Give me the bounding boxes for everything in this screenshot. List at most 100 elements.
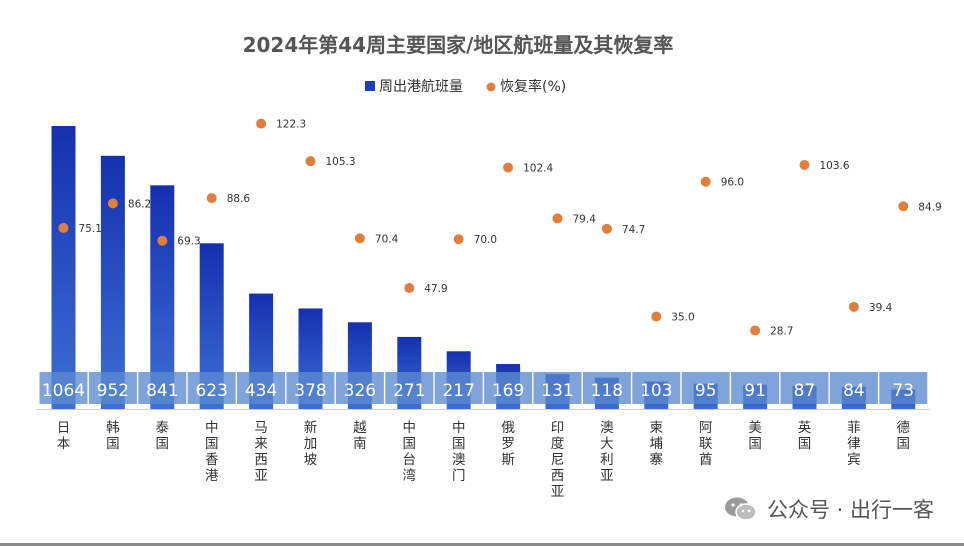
wechat-icon <box>724 497 757 521</box>
x-axis-labels: 日本 韩国 泰国 中国香港 马来西亚 新加坡 越南 中国台湾 中国澳门 俄罗斯 印度尼西亚 澳大利亚 柬… <box>57 419 910 500</box>
bar-value-box <box>829 372 878 404</box>
bar-value-box <box>681 372 730 404</box>
recovery-value-label: 39.4 <box>869 302 893 314</box>
recovery-series: 75.1 86.2 69.3 88.6 122.3 105.3 70.4 47.9 70.0 10… <box>58 118 942 337</box>
recovery-value-label: 75.1 <box>79 223 102 235</box>
bar-value-box <box>138 372 187 404</box>
watermark-text: 公众号 · 出行一客 <box>766 498 934 522</box>
x-tick-label: 越南 <box>353 420 367 452</box>
legend: 周出港航班量 恢复率(%) <box>365 78 566 95</box>
recovery-value-label: 70.4 <box>375 233 399 245</box>
bar-value-box <box>187 372 236 404</box>
recovery-value-label: 102.4 <box>523 163 553 175</box>
recovery-point <box>305 156 316 167</box>
bar-value-label: 73 <box>892 381 914 401</box>
bar-value-label: 1064 <box>42 381 85 401</box>
bar-value-label: 378 <box>294 381 326 401</box>
x-tick-label: 新加坡 <box>304 420 318 468</box>
recovery-point <box>700 176 711 187</box>
bar-value-label: 169 <box>492 381 524 401</box>
recovery-point <box>848 301 859 312</box>
recovery-value-label: 28.7 <box>770 325 793 337</box>
bar-value-label: 271 <box>393 381 425 401</box>
recovery-point <box>552 213 563 224</box>
recovery-value-label: 86.2 <box>128 198 151 210</box>
x-tick-label: 中国香港 <box>205 420 219 484</box>
recovery-value-label: 122.3 <box>276 119 306 131</box>
recovery-value-label: 105.3 <box>326 156 356 168</box>
bar-value-box <box>731 372 780 404</box>
x-tick-label: 中国澳门 <box>452 420 466 484</box>
x-tick-label: 印度尼西亚 <box>551 420 565 500</box>
bar-value-label: 217 <box>442 381 474 401</box>
bar-value-label: 87 <box>794 381 816 401</box>
bar-value-box <box>484 372 533 404</box>
bar-value-box <box>39 372 88 404</box>
bar-value-label: 95 <box>695 381 717 401</box>
bar-value-box <box>434 372 483 404</box>
watermark: 公众号 · 出行一客 <box>723 494 934 524</box>
x-tick-label: 阿联酋 <box>699 420 713 468</box>
recovery-point <box>157 235 168 246</box>
recovery-point <box>206 193 217 204</box>
chart-title: 2024年第44周主要国家/地区航班量及其恢复率 <box>243 33 674 57</box>
legend-bar-swatch <box>365 81 375 91</box>
legend-bar-label: 周出港航班量 <box>379 79 463 95</box>
bar-value-box <box>286 372 335 404</box>
legend-dot-label: 恢复率(%) <box>500 78 566 95</box>
recovery-point <box>354 233 365 244</box>
legend-dot-swatch <box>486 82 496 92</box>
bar <box>51 126 76 409</box>
bar <box>150 185 175 409</box>
bar-value-label: 326 <box>344 381 376 401</box>
recovery-value-label: 35.0 <box>671 312 694 324</box>
bar-value-label: 952 <box>97 381 129 401</box>
x-tick-label: 柬埔寨 <box>650 420 664 468</box>
recovery-point <box>601 223 612 234</box>
bar-value-box <box>632 372 681 404</box>
x-tick-label: 泰国 <box>156 420 170 452</box>
bar-value-box <box>385 372 434 404</box>
recovery-point <box>404 283 415 294</box>
recovery-value-label: 79.4 <box>573 213 597 225</box>
bar-value-box <box>780 372 829 404</box>
bar-value-label: 841 <box>146 381 178 401</box>
x-tick-label: 日本 <box>57 420 71 452</box>
recovery-value-label: 70.0 <box>474 234 497 246</box>
bar-value-label: 131 <box>541 381 573 401</box>
recovery-value-label: 88.6 <box>227 193 251 205</box>
x-tick-label: 马来西亚 <box>254 420 268 484</box>
recovery-point <box>750 325 761 336</box>
value-labels: 1064 952 841 623 434 378 326 271 217 169 131 118 103… <box>39 372 928 404</box>
recovery-value-label: 84.9 <box>918 201 941 213</box>
x-tick-label: 俄罗斯 <box>501 420 515 468</box>
bar-value-box <box>335 372 384 404</box>
x-tick-label: 德国 <box>897 420 911 452</box>
x-tick-label: 中国台湾 <box>403 420 417 484</box>
bar-series <box>51 126 916 409</box>
bar-value-label: 91 <box>744 381 766 401</box>
recovery-value-label: 103.6 <box>820 160 850 172</box>
bar-value-label: 118 <box>591 381 623 401</box>
bar-value-box <box>88 372 137 404</box>
recovery-value-label: 47.9 <box>424 283 447 295</box>
recovery-value-label: 96.0 <box>721 177 744 189</box>
x-tick-label: 澳大利亚 <box>600 420 614 484</box>
bottom-border <box>0 543 964 546</box>
recovery-point <box>898 201 909 212</box>
recovery-point <box>503 162 514 173</box>
recovery-point <box>453 234 464 245</box>
bar-value-label: 103 <box>640 381 672 401</box>
recovery-value-label: 74.7 <box>622 224 645 236</box>
bar-value-label: 84 <box>843 381 865 401</box>
bar-value-box <box>582 372 631 404</box>
bar-value-label: 434 <box>245 381 277 401</box>
bar-value-box <box>533 372 582 404</box>
bar <box>100 155 125 409</box>
x-tick-label: 菲律宾 <box>847 420 861 468</box>
bar-value-box <box>237 372 286 404</box>
x-tick-label: 英国 <box>798 419 812 452</box>
recovery-point <box>107 198 118 209</box>
recovery-point <box>799 159 810 170</box>
